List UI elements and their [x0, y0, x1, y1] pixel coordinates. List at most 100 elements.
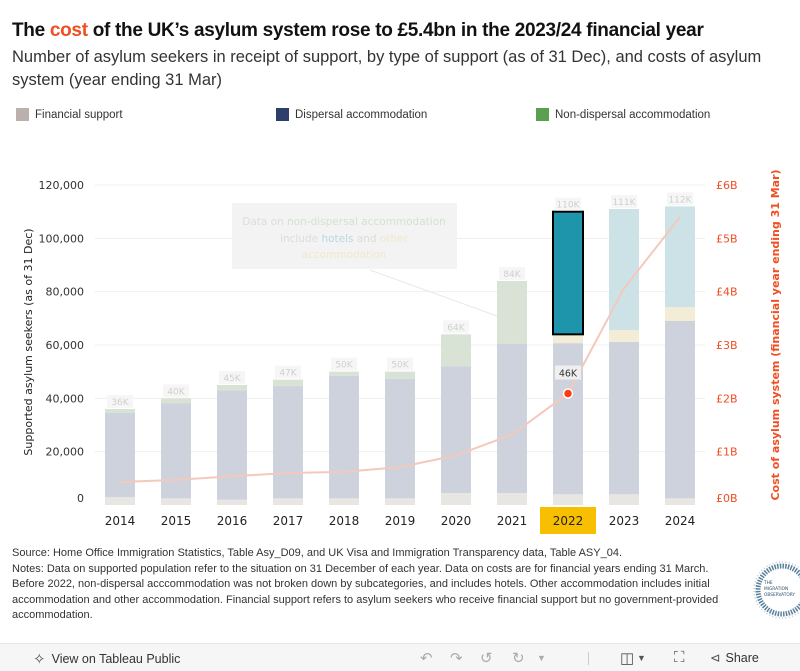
tableau-logo-icon: ✧	[33, 651, 46, 668]
bar-non-dispersal[interactable]	[217, 385, 247, 391]
total-label: 36K	[111, 398, 129, 408]
y2-axis-title: Cost of asylum system (financial year en…	[769, 169, 782, 500]
x-tick-label[interactable]: 2017	[273, 514, 304, 528]
annotation-line-3: accommodation	[302, 249, 387, 261]
bar-non-dispersal[interactable]	[105, 409, 135, 413]
legend-item-non-dispersal[interactable]: Non-dispersal accommodation	[536, 108, 710, 121]
download-icon[interactable]: ◫	[620, 650, 635, 667]
y2-tick-label: £5B	[716, 232, 738, 245]
bar-financial[interactable]	[105, 497, 135, 505]
view-on-tableau-link[interactable]: ✧ View on Tableau Public	[33, 650, 180, 668]
refresh-dropdown-icon[interactable]: ▼	[537, 653, 546, 663]
total-label-bg	[163, 384, 189, 398]
title-text-end: of the UK’s asylum system rose to £5.4bn…	[87, 20, 704, 41]
legend-item-financial[interactable]: Financial support	[16, 108, 123, 121]
bar-other-accommodation[interactable]	[609, 330, 639, 342]
highlight-label-bg	[555, 365, 581, 380]
bar-financial[interactable]	[609, 494, 639, 505]
bars	[105, 206, 695, 505]
x-tick-label[interactable]: 2018	[329, 514, 360, 528]
undo-icon[interactable]: ↶	[420, 650, 433, 667]
x-tick-label[interactable]: 2024	[665, 514, 696, 528]
x-tick-label[interactable]: 2014	[105, 514, 136, 528]
bar-other-accommodation[interactable]	[553, 334, 583, 344]
bar-non-dispersal[interactable]	[497, 281, 527, 344]
x-tick-label[interactable]: 2021	[497, 514, 528, 528]
total-label-bg	[107, 395, 133, 408]
annotation-box	[232, 203, 457, 269]
y-tick-label: 120,000	[39, 179, 85, 192]
y2-tick-label: £6B	[716, 179, 738, 192]
source-text: Source: Home Office Immigration Statisti…	[12, 547, 623, 559]
logo-text-3: OBSERVATORY	[764, 592, 795, 598]
bar-financial[interactable]	[665, 498, 695, 505]
bar-financial[interactable]	[441, 493, 471, 505]
cost-line-path[interactable]	[119, 216, 681, 484]
bar-financial[interactable]	[497, 493, 527, 505]
share-icon: ⊲	[710, 651, 721, 665]
bar-financial[interactable]	[217, 499, 247, 505]
y-tick-label: 80,000	[46, 286, 85, 299]
annotation: Data on non-dispersal accommodation incl…	[232, 203, 498, 317]
migration-observatory-logo[interactable]: THE MIGRATION OBSERVATORY	[752, 554, 800, 626]
bar-dispersal[interactable]	[217, 390, 247, 500]
cost-line: 46K	[119, 216, 681, 484]
bar-dispersal[interactable]	[105, 413, 135, 497]
x-tick-label[interactable]: 2016	[217, 514, 248, 528]
bar-dispersal[interactable]	[385, 378, 415, 499]
bar-dispersal[interactable]	[665, 321, 695, 499]
bar-other-accommodation[interactable]	[665, 307, 695, 321]
total-label-bg	[331, 357, 357, 371]
legend-item-dispersal[interactable]: Dispersal accommodation	[276, 108, 427, 121]
bar-dispersal[interactable]	[609, 341, 639, 495]
legend-label: Non-dispersal accommodation	[555, 108, 711, 121]
legend: Financial support Dispersal accommodatio…	[0, 108, 800, 124]
share-button[interactable]: ⊲ Share	[710, 650, 759, 666]
download-dropdown-icon[interactable]: ▼	[637, 653, 646, 663]
cost-point-highlighted[interactable]	[562, 388, 574, 399]
total-label: 64K	[447, 323, 465, 333]
x-tick-label[interactable]: 2022	[553, 514, 584, 528]
total-label: 50K	[391, 361, 409, 371]
bar-financial[interactable]	[161, 498, 191, 505]
bar-non-dispersal[interactable]	[441, 334, 471, 367]
bar-non-dispersal[interactable]	[161, 398, 191, 404]
bar-dispersal[interactable]	[161, 403, 191, 499]
bar-dispersal[interactable]	[273, 386, 303, 499]
fullscreen-icon[interactable]: ⛶	[674, 649, 685, 666]
x-tick-label[interactable]: 2019	[385, 514, 416, 528]
notes-text: Notes: Data on supported population refe…	[12, 562, 719, 622]
bar-hotels[interactable]	[552, 210, 584, 336]
bar-financial[interactable]	[385, 498, 415, 505]
refresh-icon[interactable]: ↻	[512, 650, 525, 667]
bar-non-dispersal[interactable]	[273, 379, 303, 387]
bar-dispersal[interactable]	[329, 375, 359, 499]
total-label-bg	[275, 365, 301, 379]
title-highlight: cost	[49, 20, 88, 41]
bar-dispersal[interactable]	[497, 343, 527, 493]
annotation-connector	[369, 269, 498, 317]
y-tick-label: 60,000	[46, 339, 85, 352]
annotation-line-1: Data on non-dispersal accommodation	[242, 216, 446, 228]
bar-hotels[interactable]	[609, 209, 639, 331]
axes: 0 20,000 40,000 60,000 80,000 100,000 120,000 £…	[39, 179, 738, 534]
x-tick-label[interactable]: 2015	[161, 514, 192, 528]
x-tick-label[interactable]: 2020	[441, 514, 472, 528]
bar-financial[interactable]	[273, 498, 303, 505]
y2-tick-label: £3B	[716, 339, 738, 352]
total-label: 47K	[279, 369, 297, 379]
total-label-bg	[443, 320, 469, 334]
x-tick-label[interactable]: 2023	[609, 514, 640, 528]
bar-non-dispersal[interactable]	[385, 371, 415, 379]
bar-financial[interactable]	[329, 498, 359, 505]
redo-icon[interactable]: ↷	[450, 650, 463, 667]
y2-tick-label: £2B	[716, 392, 738, 405]
total-label: 112K	[668, 195, 692, 205]
bar-hotels[interactable]	[665, 206, 695, 308]
total-label: 50K	[335, 361, 353, 371]
bar-financial[interactable]	[553, 494, 583, 505]
revert-icon[interactable]: ↺	[480, 650, 493, 667]
bar-non-dispersal[interactable]	[329, 371, 359, 376]
bar-dispersal[interactable]	[441, 366, 471, 493]
title-text: The	[12, 20, 50, 41]
